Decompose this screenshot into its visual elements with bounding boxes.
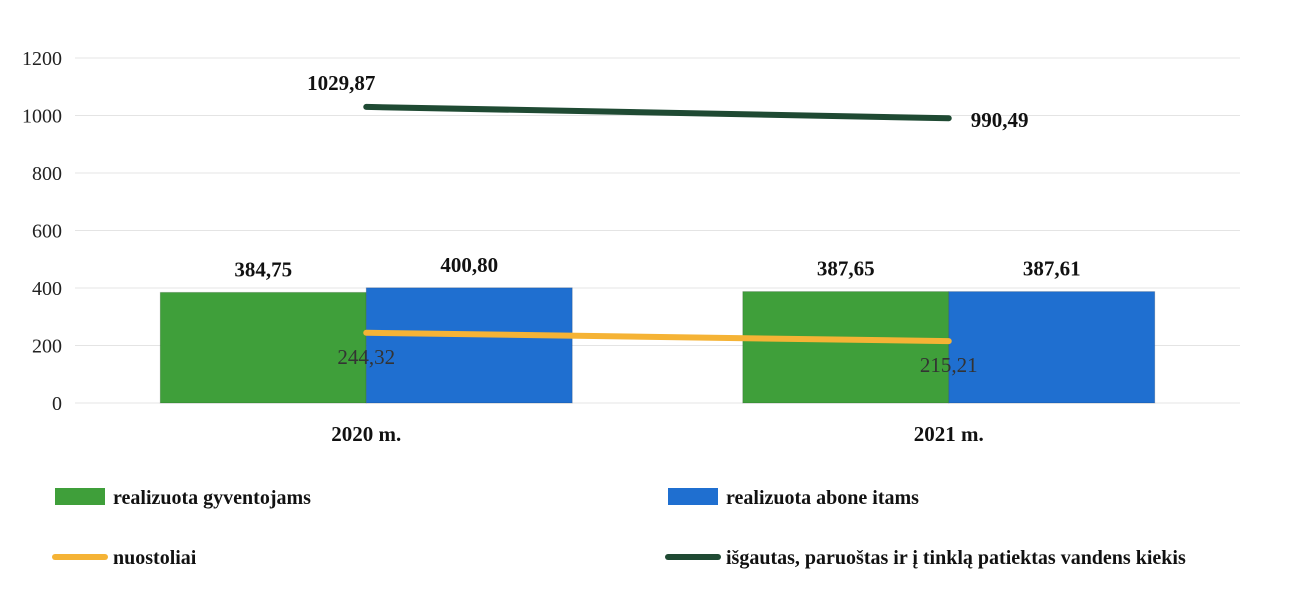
legend-label: nuostoliai — [113, 547, 197, 569]
legend-item: išgautas, paruoštas ir į tinklą patiekta… — [665, 547, 1186, 569]
legend-item: nuostoliai — [52, 547, 197, 569]
x-category-label: 2021 m. — [914, 422, 984, 446]
legend-label: realizuota gyventojams — [113, 487, 311, 509]
y-tick-label: 600 — [32, 221, 62, 243]
line-value-label: 990,49 — [971, 108, 1029, 132]
y-tick-label: 0 — [52, 393, 62, 415]
bar-value-label: 387,65 — [817, 257, 875, 281]
bar-value-label: 384,75 — [234, 257, 292, 281]
y-tick-label: 200 — [32, 336, 62, 358]
y-tick-label: 1200 — [22, 48, 62, 70]
line-value-label: 1029,87 — [307, 71, 375, 95]
bar-value-label: 400,80 — [440, 253, 498, 277]
bar-abonentams — [365, 287, 573, 404]
legend-item: realizuota gyventojams — [55, 487, 311, 509]
legend-item: realizuota abone itams — [668, 487, 919, 509]
y-tick-label: 800 — [32, 163, 62, 185]
legend-swatch — [668, 488, 718, 505]
line-value-label: 244,32 — [337, 345, 395, 369]
x-category-label: 2020 m. — [331, 422, 401, 446]
y-tick-label: 400 — [32, 278, 62, 300]
line-nuostoliai — [363, 329, 952, 345]
legend-label: išgautas, paruoštas ir į tinklą patiekta… — [726, 547, 1186, 569]
bar-abonentams — [948, 291, 1156, 404]
line-value-label: 215,21 — [920, 353, 978, 377]
bar-value-label: 387,61 — [1023, 257, 1081, 281]
legend-swatch — [55, 488, 105, 505]
y-tick-label: 1000 — [22, 106, 62, 128]
bar-gyventojams — [742, 291, 950, 404]
legend-label: realizuota abone itams — [726, 487, 919, 509]
line-isgautas — [363, 103, 952, 122]
bar-gyventojams — [159, 291, 367, 404]
